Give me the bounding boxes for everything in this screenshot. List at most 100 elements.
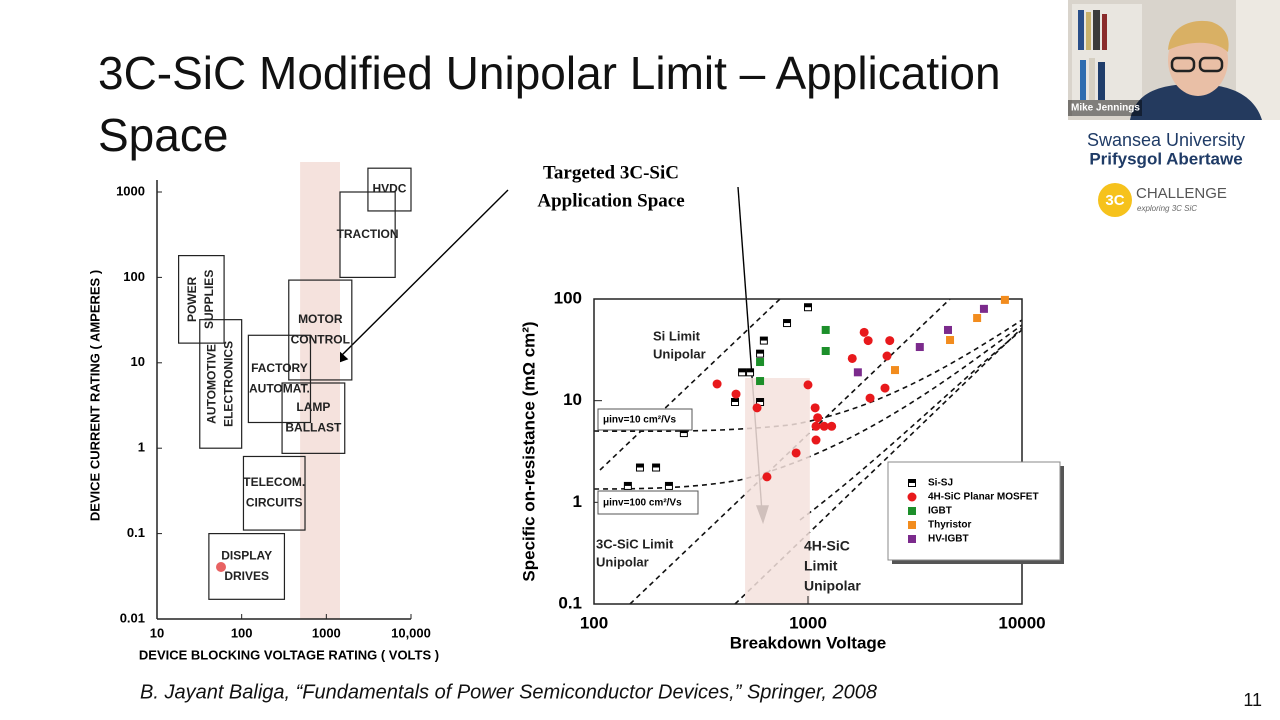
region-label: DRIVES bbox=[224, 569, 269, 583]
legend-marker bbox=[908, 521, 916, 529]
x-tick-label: 10000 bbox=[998, 613, 1045, 632]
y-tick-label: 1000 bbox=[116, 183, 145, 198]
highlight-band bbox=[745, 378, 810, 604]
region-label: DISPLAY bbox=[221, 548, 272, 562]
project-logo bbox=[1098, 183, 1132, 217]
point-fill bbox=[908, 479, 916, 483]
point bbox=[880, 383, 890, 393]
point bbox=[804, 303, 812, 312]
point-fill bbox=[760, 337, 768, 341]
point bbox=[738, 368, 747, 377]
x-axis-label: DEVICE BLOCKING VOLTAGE RATING ( VOLTS ) bbox=[139, 647, 439, 662]
university-name: Swansea University bbox=[1087, 130, 1245, 150]
point bbox=[863, 336, 873, 346]
point bbox=[979, 304, 988, 313]
project-tagline: exploring 3C SiC bbox=[1137, 204, 1197, 213]
pointer bbox=[216, 562, 226, 572]
annotation-line: μinv=100 cm²/Vs bbox=[603, 498, 682, 509]
point bbox=[731, 389, 741, 399]
region-label: POWER bbox=[185, 276, 199, 322]
legend-box bbox=[887, 461, 1061, 561]
point bbox=[811, 435, 821, 445]
region bbox=[247, 334, 312, 424]
region bbox=[208, 532, 286, 600]
y-tick-label: 0.1 bbox=[558, 593, 582, 612]
point-fill bbox=[756, 398, 764, 403]
annotation-line: Unipolar bbox=[596, 554, 649, 569]
point bbox=[756, 349, 765, 358]
point bbox=[756, 358, 765, 367]
page-number: 11 bbox=[1243, 690, 1262, 710]
legend-label: Thyristor bbox=[928, 520, 971, 531]
x-tick-label: 10,000 bbox=[391, 625, 431, 640]
point bbox=[712, 379, 722, 389]
annotation-line: Unipolar bbox=[653, 346, 706, 361]
point-fill bbox=[680, 429, 688, 434]
x-tick-label: 1000 bbox=[789, 613, 827, 632]
university-name-welsh: Prifysgol Abertawe bbox=[1089, 149, 1242, 168]
point-fill bbox=[738, 368, 746, 373]
legend-marker bbox=[908, 507, 916, 515]
legend-marker bbox=[907, 492, 917, 502]
point-fill bbox=[746, 368, 754, 373]
annotation-line: Application Space bbox=[537, 190, 684, 211]
point bbox=[821, 346, 830, 355]
region-label: CIRCUITS bbox=[246, 496, 303, 510]
point bbox=[821, 325, 830, 334]
point bbox=[679, 429, 688, 438]
point-fill bbox=[756, 350, 764, 354]
point bbox=[1000, 295, 1009, 304]
legend-label: IGBT bbox=[928, 506, 952, 517]
region-label: LAMP bbox=[296, 400, 330, 414]
point bbox=[664, 481, 673, 490]
project-mark: 3C bbox=[1105, 192, 1124, 209]
point bbox=[756, 377, 765, 386]
point bbox=[827, 421, 837, 431]
y-tick-label: 1 bbox=[138, 440, 145, 455]
point bbox=[783, 319, 792, 328]
point bbox=[623, 481, 632, 490]
region bbox=[281, 382, 346, 454]
x-tick-label: 10 bbox=[150, 625, 164, 640]
annotation-box bbox=[597, 490, 699, 515]
citation: B. Jayant Baliga, “Fundamentals of Power… bbox=[140, 681, 877, 703]
point bbox=[811, 421, 821, 431]
webcam bbox=[1068, 0, 1280, 120]
point-fill bbox=[624, 482, 632, 486]
point-fill bbox=[636, 464, 644, 468]
legend-label: 4H-SiC Planar MOSFET bbox=[928, 492, 1039, 503]
y-tick-label: 0.1 bbox=[127, 525, 145, 540]
point bbox=[859, 327, 869, 337]
point-fill bbox=[731, 398, 739, 403]
x-tick-label: 100 bbox=[580, 613, 608, 632]
legend-label: HV-IGBT bbox=[928, 534, 969, 545]
annotation-line: Limit bbox=[804, 558, 838, 574]
annotation-line: 4H-SiC bbox=[804, 538, 850, 554]
annotation-line: Si Limit bbox=[653, 328, 701, 343]
y-tick-label: 10 bbox=[131, 354, 145, 369]
region-label: AUTOMOTIVE bbox=[204, 344, 218, 424]
participant-name: Mike Jennings bbox=[1071, 103, 1140, 114]
y-tick-label: 0.01 bbox=[120, 610, 145, 625]
annotation-line: Targeted 3C-SiC bbox=[543, 162, 679, 183]
region-label: FACTORY bbox=[251, 361, 308, 375]
point bbox=[652, 463, 661, 472]
region-label: MOTOR bbox=[298, 312, 343, 326]
legend-marker bbox=[908, 479, 916, 487]
y-axis-label: Specific on-resistance (mΩ cm²) bbox=[519, 321, 538, 581]
region-label: TELECOM. bbox=[243, 475, 305, 489]
point bbox=[819, 421, 829, 431]
x-axis-label: Breakdown Voltage bbox=[730, 633, 887, 652]
y-axis-label: DEVICE CURRENT RATING ( AMPERES ) bbox=[87, 270, 102, 521]
region-label: ELECTRONICS bbox=[221, 341, 235, 427]
y-tick-label: 100 bbox=[123, 269, 145, 284]
point bbox=[791, 448, 801, 458]
region-label: HVDC bbox=[372, 182, 406, 196]
legend-marker bbox=[908, 535, 916, 543]
point-fill bbox=[783, 319, 791, 324]
point-fill bbox=[665, 482, 673, 486]
region-label: TRACTION bbox=[337, 227, 399, 241]
region bbox=[288, 279, 353, 381]
